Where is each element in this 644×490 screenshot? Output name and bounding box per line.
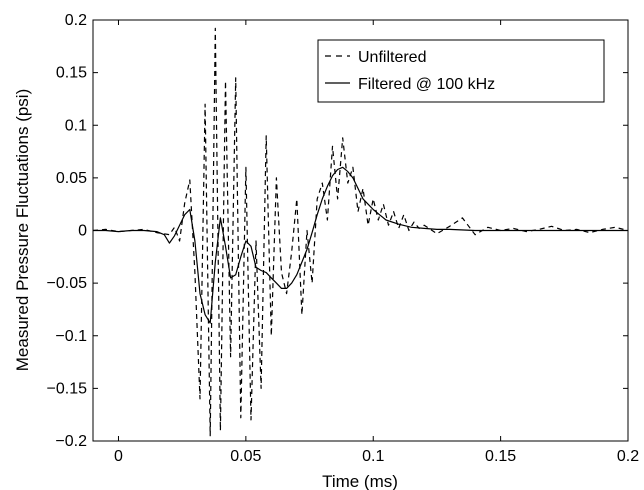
legend-label-filtered: Filtered @ 100 kHz	[358, 76, 495, 93]
y-tick-label: −0.1	[55, 328, 87, 345]
x-tick-label: 0	[114, 448, 123, 465]
y-tick-label: 0.1	[65, 117, 87, 134]
y-tick-label: 0	[78, 223, 87, 240]
x-tick-label: 0.1	[362, 448, 384, 465]
y-tick-label: 0.2	[65, 12, 87, 29]
y-tick-label: −0.15	[47, 380, 88, 397]
y-tick-label: −0.2	[55, 433, 87, 450]
y-tick-label: 0.05	[56, 170, 87, 187]
x-axis-label: Time (ms)	[322, 472, 398, 490]
series-line-filtered	[93, 166, 628, 324]
axes-layer: 0 0.05 0.1 0.15 0.2 −0.2 −0.15 −0.1 −0.05 0 0.05 0.…	[47, 12, 640, 465]
legend-label-unfiltered: Unfiltered	[358, 49, 426, 66]
y-axis-label: Measured Pressure Fluctuations (psi)	[13, 89, 32, 372]
x-tick-label: 0.2	[617, 448, 639, 465]
x-tick-label: 0.15	[485, 448, 516, 465]
series-layer	[92, 27, 629, 437]
y-tick-label: 0.15	[56, 65, 87, 82]
x-tick-label: 0.05	[230, 448, 261, 465]
legend-box	[317, 39, 605, 103]
y-tick-label: −0.05	[47, 275, 88, 292]
legend: Unfiltered Filtered @ 100 kHz	[317, 39, 605, 103]
series-line-unfiltered	[92, 27, 629, 437]
